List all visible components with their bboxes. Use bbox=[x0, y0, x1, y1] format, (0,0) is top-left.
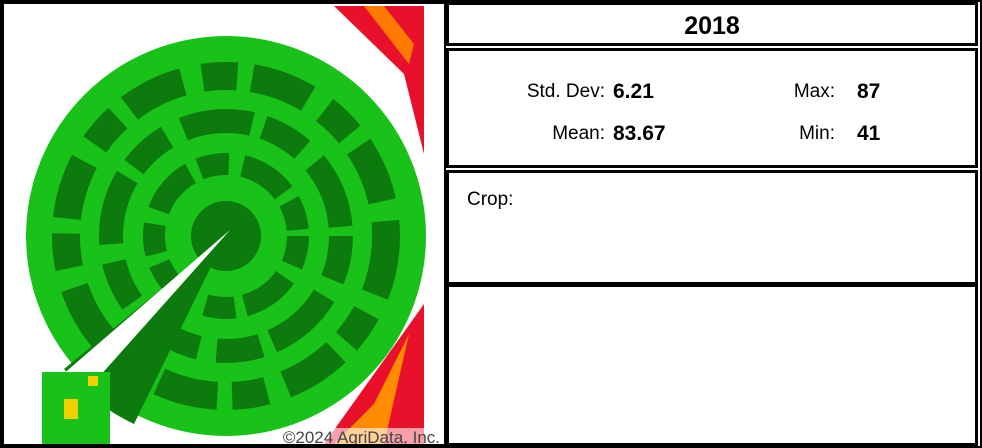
field-gap bbox=[29, 41, 135, 126]
field-zone-dark bbox=[99, 109, 353, 363]
field-gap bbox=[54, 230, 230, 396]
stat-value: 83.67 bbox=[613, 122, 666, 145]
zone-orange bbox=[334, 334, 409, 444]
field-corner-yellow bbox=[88, 376, 98, 386]
stat-label: Min: bbox=[799, 123, 835, 144]
stat-label: Std. Dev: bbox=[526, 81, 605, 102]
zone-orange bbox=[364, 6, 414, 64]
notes-box bbox=[446, 284, 978, 446]
stat-label: Mean: bbox=[552, 123, 605, 144]
stat-value: 6.21 bbox=[613, 80, 654, 103]
stats-box: Std. Dev: 6.21 Max: 87 Mean: 83.67 Min: … bbox=[446, 48, 978, 168]
year-title: 2018 bbox=[684, 12, 740, 40]
stat-value: 87 bbox=[857, 80, 881, 103]
zone-red bbox=[324, 304, 424, 444]
field-corner-yellow bbox=[64, 399, 78, 419]
crop-label: Crop: bbox=[467, 189, 514, 210]
title-box: 2018 bbox=[446, 2, 978, 46]
field-zone-dark bbox=[143, 153, 309, 319]
stat-label: Max: bbox=[793, 81, 835, 102]
stat-value: 41 bbox=[857, 122, 881, 145]
crop-box: Crop: bbox=[446, 170, 978, 285]
map-panel: ©2024 AgriData, Inc. bbox=[2, 2, 446, 446]
copyright: ©2024 AgriData, Inc. bbox=[282, 428, 440, 446]
field-zone-dark bbox=[52, 62, 400, 410]
yield-map bbox=[4, 4, 444, 444]
